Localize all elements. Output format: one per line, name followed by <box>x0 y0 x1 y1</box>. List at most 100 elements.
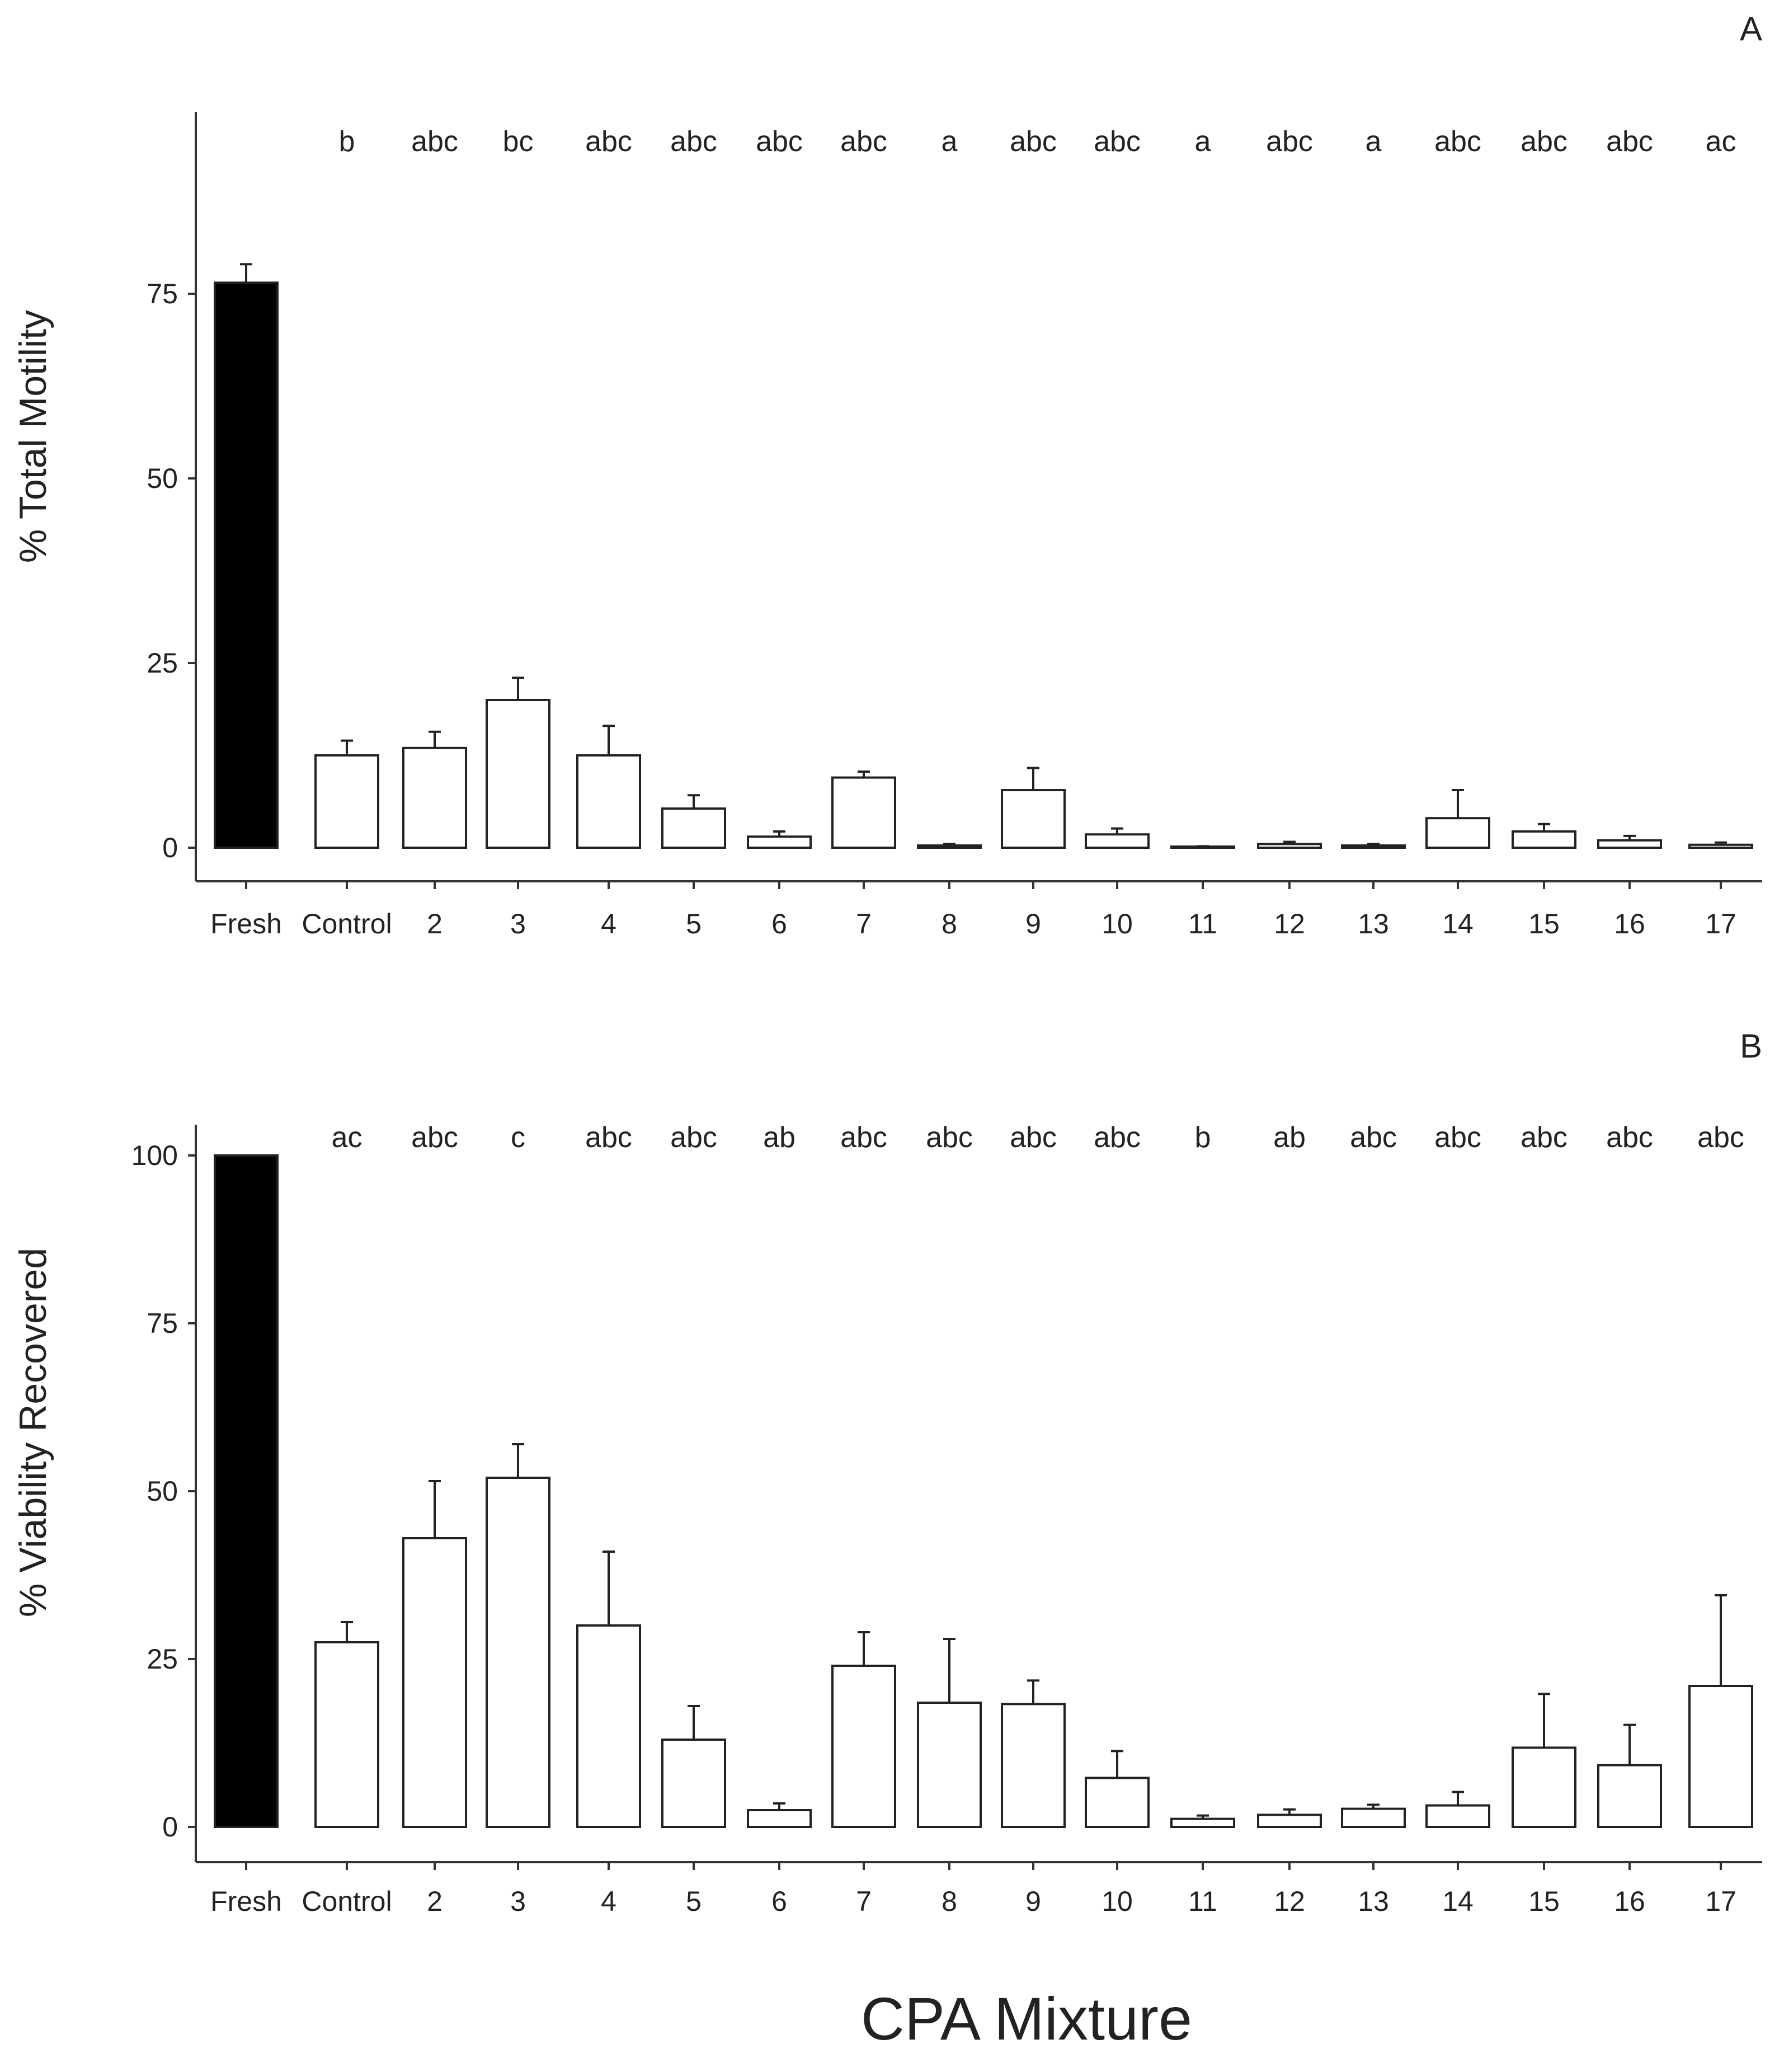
panel-a-category-label: 15 <box>1528 908 1560 939</box>
panel-b-category-label: Fresh <box>210 1886 282 1917</box>
panel-a-bar <box>661 807 726 849</box>
panel-a-y-tick-label: 25 <box>147 647 178 679</box>
panel-b-category-label: 13 <box>1358 1886 1389 1917</box>
panel-a-bar <box>402 746 467 849</box>
panel-a-bar <box>1512 830 1576 849</box>
panel-a-significance-label: abc <box>1094 125 1141 158</box>
panel-b-label: B <box>1740 1027 1762 1065</box>
panel-a-category-label: 16 <box>1614 908 1645 939</box>
panel-a-category-label: 5 <box>686 908 702 939</box>
panel-a-category-label: 7 <box>856 908 872 939</box>
panel-b-significance-label: ac <box>332 1121 363 1154</box>
panel-a-bar <box>1257 843 1322 849</box>
panel-a-bar <box>1597 839 1662 849</box>
panel-b-bar <box>402 1537 467 1828</box>
panel-a-significance-label: abc <box>756 125 803 158</box>
panel-b-significance-label: b <box>1195 1121 1211 1154</box>
panel-a-significance-label: a <box>1195 125 1211 158</box>
panel-b-bar <box>831 1665 896 1828</box>
panel-b-bar <box>1001 1703 1066 1828</box>
panel-b-bar <box>1512 1746 1576 1828</box>
panel-a-category-label: 10 <box>1102 908 1133 939</box>
panel-b-bar <box>1170 1817 1235 1829</box>
panel-b-bar <box>747 1809 812 1828</box>
panel-a-category-label: Control <box>302 908 392 939</box>
panel-b-significance-label: abc <box>926 1121 973 1154</box>
panel-b-bar <box>314 1641 379 1828</box>
panel-a-category-label: 17 <box>1705 908 1736 939</box>
panel-a-bar <box>1001 789 1066 849</box>
panel-a-bar <box>747 835 812 849</box>
panel-b-significance-label: abc <box>411 1121 458 1154</box>
panel-b-category-label: 5 <box>686 1886 702 1917</box>
panel-a-bar <box>1085 833 1150 849</box>
panel-b-category-label: 17 <box>1705 1886 1736 1917</box>
panel-a-significance-label: abc <box>585 125 632 158</box>
panel-b-bar <box>1425 1804 1490 1829</box>
panel-a-category-label: Fresh <box>210 908 282 939</box>
panel-b-bar <box>1688 1685 1753 1828</box>
panel-b-significance-label: abc <box>1697 1121 1744 1154</box>
panel-a-category-label: 8 <box>942 908 957 939</box>
panel-b-category-label: 10 <box>1102 1886 1133 1917</box>
panel-a-bar <box>214 281 279 849</box>
panel-b-significance-label: abc <box>1094 1121 1141 1154</box>
panel-a-significance-label: a <box>1366 125 1382 158</box>
panel-a-significance-label: b <box>339 125 355 158</box>
panel-b-significance-label: abc <box>670 1121 717 1154</box>
panel-b-significance-label: abc <box>1010 1121 1057 1154</box>
panel-b-y-tick-label: 50 <box>147 1476 178 1507</box>
panel-a-category-label: 12 <box>1274 908 1305 939</box>
panel-a-significance-label: abc <box>670 125 717 158</box>
panel-a-category-label: 11 <box>1188 908 1217 939</box>
panel-b-category-label: 7 <box>856 1886 872 1917</box>
panel-a-significance-label: abc <box>411 125 458 158</box>
panel-a-significance-label: abc <box>1434 125 1481 158</box>
panel-a-category-label: 2 <box>427 908 443 939</box>
panel-b-significance-label: abc <box>1606 1121 1653 1154</box>
panel-a-category-label: 4 <box>601 908 616 939</box>
panel-b-category-label: 4 <box>601 1886 616 1917</box>
panel-b-y-tick-label: 25 <box>147 1643 178 1675</box>
panel-b-y-tick-label: 75 <box>147 1308 178 1339</box>
panel-b-bar <box>1597 1764 1662 1829</box>
panel-b-category-label: 14 <box>1442 1886 1474 1917</box>
panel-b-category-label: 2 <box>427 1886 443 1917</box>
panel-b-bar <box>661 1739 726 1828</box>
panel-b-bar <box>1085 1777 1150 1828</box>
panel-a-bar <box>917 844 982 849</box>
panel-a-category-label: 13 <box>1358 908 1389 939</box>
panel-a-significance-label: a <box>942 125 958 158</box>
panel-a-significance-label: abc <box>840 125 887 158</box>
panel-a-category-label: 9 <box>1025 908 1041 939</box>
panel-a-significance-label: abc <box>1266 125 1313 158</box>
panel-b-y-axis-label: % Viability Recovered <box>12 1248 54 1617</box>
panel-a-label: A <box>1740 10 1762 48</box>
panel-b-bar <box>1341 1807 1406 1829</box>
panel-a-significance-label: abc <box>1521 125 1568 158</box>
panel-a-bar <box>1341 844 1406 849</box>
panel-b-bar <box>917 1702 982 1828</box>
panel-a-significance-label: abc <box>1606 125 1653 158</box>
panel-a-significance-label: abc <box>1010 125 1057 158</box>
panel-b-category-label: 11 <box>1188 1886 1217 1917</box>
panel-b-bar <box>214 1154 279 1828</box>
panel-b-significance-label: ab <box>763 1121 795 1154</box>
panel-a-y-tick-label: 75 <box>147 278 178 309</box>
panel-a-bar <box>831 776 896 849</box>
panel-a-bar <box>314 754 379 849</box>
panel-a-bar <box>486 699 550 849</box>
panel-a-y-tick-label: 50 <box>147 463 178 494</box>
panel-b-significance-label: abc <box>585 1121 632 1154</box>
panel-b-category-label: 12 <box>1274 1886 1305 1917</box>
panel-a-bar <box>1170 845 1235 849</box>
panel-b-significance-label: abc <box>1350 1121 1397 1154</box>
panel-a-y-axis-label: % Total Motility <box>12 310 54 563</box>
panel-b-y-tick-label: 100 <box>131 1140 178 1171</box>
panel-b-significance-label: ab <box>1273 1121 1306 1154</box>
panel-a-category-label: 6 <box>771 908 787 939</box>
panel-a-significance-label: ac <box>1706 125 1736 158</box>
panel-a-bar <box>576 754 641 849</box>
panel-b-y-tick-label: 0 <box>162 1811 178 1843</box>
